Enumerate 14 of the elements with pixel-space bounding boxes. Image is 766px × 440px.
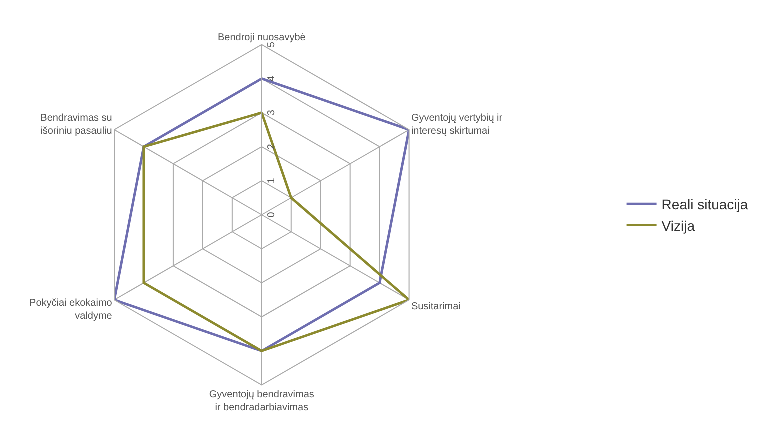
spoke-label: Gyventojų bendravimas ir bendradarbiavimas	[209, 390, 314, 414]
legend-label: Vizija	[662, 218, 696, 234]
y-tick-label: 1	[266, 178, 278, 184]
y-tick-label: 0	[266, 212, 278, 218]
y-tick-label: 5	[266, 42, 278, 48]
spoke-label: Susitarimai	[411, 301, 461, 312]
spoke-label: Pokyčiai ekokaimo valdyme	[30, 298, 113, 322]
y-tick-label: 4	[266, 76, 278, 82]
y-tick-label: 2	[266, 144, 278, 150]
spoke-label: Gyventojų vertybių ir interesų skirtumai	[411, 112, 504, 137]
legend-label: Reali situacija	[662, 196, 748, 213]
spoke-label: Bendravimas su išoriniu pasauliu	[40, 112, 112, 137]
y-tick-label: 3	[266, 110, 278, 116]
spoke-label: Bendroji nuosavybė	[218, 32, 306, 44]
